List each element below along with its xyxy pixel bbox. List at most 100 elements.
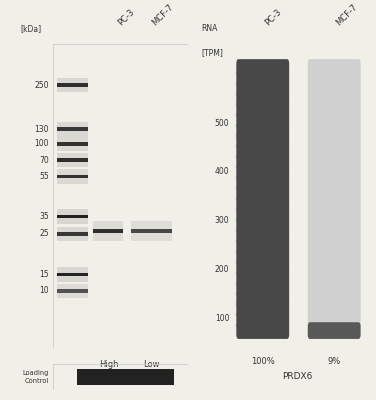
FancyBboxPatch shape (236, 154, 289, 170)
Text: 300: 300 (215, 216, 229, 226)
FancyBboxPatch shape (57, 284, 88, 298)
FancyBboxPatch shape (57, 127, 88, 131)
FancyBboxPatch shape (236, 228, 289, 244)
FancyBboxPatch shape (308, 143, 361, 160)
FancyBboxPatch shape (236, 122, 289, 139)
Text: 25: 25 (39, 230, 49, 238)
FancyBboxPatch shape (236, 101, 289, 118)
Text: 70: 70 (39, 156, 49, 165)
Text: 250: 250 (34, 80, 49, 90)
FancyBboxPatch shape (236, 91, 289, 108)
Text: PRDX6: PRDX6 (282, 372, 312, 381)
FancyBboxPatch shape (308, 312, 361, 328)
FancyBboxPatch shape (308, 59, 361, 76)
FancyBboxPatch shape (236, 270, 289, 286)
FancyBboxPatch shape (308, 238, 361, 255)
FancyBboxPatch shape (308, 259, 361, 276)
Text: 400: 400 (215, 168, 229, 176)
FancyBboxPatch shape (308, 164, 361, 181)
Text: 55: 55 (39, 172, 49, 181)
Text: 100: 100 (34, 139, 49, 148)
FancyBboxPatch shape (308, 154, 361, 170)
FancyBboxPatch shape (236, 175, 289, 192)
FancyBboxPatch shape (57, 83, 88, 87)
FancyBboxPatch shape (57, 273, 88, 276)
FancyBboxPatch shape (308, 101, 361, 118)
FancyBboxPatch shape (308, 280, 361, 297)
FancyBboxPatch shape (308, 70, 361, 86)
FancyBboxPatch shape (57, 169, 88, 184)
FancyBboxPatch shape (308, 206, 361, 223)
FancyBboxPatch shape (236, 112, 289, 128)
FancyBboxPatch shape (308, 122, 361, 139)
FancyBboxPatch shape (57, 289, 88, 293)
FancyBboxPatch shape (57, 136, 88, 151)
FancyBboxPatch shape (308, 301, 361, 318)
FancyBboxPatch shape (308, 133, 361, 150)
Text: 35: 35 (39, 212, 49, 221)
FancyBboxPatch shape (77, 369, 174, 385)
FancyBboxPatch shape (308, 112, 361, 128)
Text: [TPM]: [TPM] (201, 48, 223, 58)
FancyBboxPatch shape (131, 221, 172, 241)
Text: PC-3: PC-3 (263, 7, 283, 27)
FancyBboxPatch shape (236, 301, 289, 318)
FancyBboxPatch shape (236, 280, 289, 297)
Text: 500: 500 (215, 118, 229, 128)
FancyBboxPatch shape (93, 229, 123, 233)
Text: PC-3: PC-3 (116, 7, 136, 27)
Text: 100%: 100% (251, 357, 274, 366)
Text: 200: 200 (215, 265, 229, 274)
Text: Low: Low (143, 360, 160, 369)
FancyBboxPatch shape (308, 217, 361, 234)
FancyBboxPatch shape (308, 248, 361, 265)
FancyBboxPatch shape (57, 142, 88, 146)
FancyBboxPatch shape (57, 153, 88, 168)
FancyBboxPatch shape (236, 248, 289, 265)
FancyBboxPatch shape (308, 228, 361, 244)
FancyBboxPatch shape (308, 322, 361, 339)
FancyBboxPatch shape (57, 215, 88, 218)
FancyBboxPatch shape (236, 70, 289, 86)
FancyBboxPatch shape (131, 229, 172, 233)
FancyBboxPatch shape (57, 158, 88, 162)
FancyBboxPatch shape (236, 238, 289, 255)
Text: 9%: 9% (327, 357, 341, 366)
FancyBboxPatch shape (236, 291, 289, 307)
FancyBboxPatch shape (236, 143, 289, 160)
Text: RNA: RNA (201, 24, 218, 33)
FancyBboxPatch shape (57, 227, 88, 241)
FancyBboxPatch shape (236, 217, 289, 234)
FancyBboxPatch shape (57, 175, 88, 178)
FancyBboxPatch shape (308, 91, 361, 108)
Text: 100: 100 (215, 314, 229, 323)
FancyBboxPatch shape (308, 291, 361, 307)
FancyBboxPatch shape (308, 186, 361, 202)
FancyBboxPatch shape (308, 80, 361, 97)
Text: MCF-7: MCF-7 (150, 2, 175, 27)
FancyBboxPatch shape (57, 232, 88, 236)
FancyBboxPatch shape (236, 259, 289, 276)
Text: High: High (99, 360, 118, 369)
FancyBboxPatch shape (308, 175, 361, 192)
FancyBboxPatch shape (236, 59, 289, 76)
FancyBboxPatch shape (236, 80, 289, 97)
FancyBboxPatch shape (236, 322, 289, 339)
Text: [kDa]: [kDa] (20, 24, 41, 33)
FancyBboxPatch shape (236, 312, 289, 328)
FancyBboxPatch shape (93, 221, 123, 241)
Text: Loading
Control: Loading Control (22, 370, 49, 384)
FancyBboxPatch shape (308, 196, 361, 213)
Text: 15: 15 (39, 270, 49, 279)
FancyBboxPatch shape (236, 133, 289, 150)
FancyBboxPatch shape (308, 270, 361, 286)
Text: 10: 10 (39, 286, 49, 295)
FancyBboxPatch shape (57, 209, 88, 224)
Text: MCF-7: MCF-7 (334, 2, 359, 27)
FancyBboxPatch shape (57, 78, 88, 92)
FancyBboxPatch shape (57, 267, 88, 282)
Text: 130: 130 (34, 125, 49, 134)
FancyBboxPatch shape (236, 206, 289, 223)
FancyBboxPatch shape (236, 186, 289, 202)
FancyBboxPatch shape (236, 196, 289, 213)
